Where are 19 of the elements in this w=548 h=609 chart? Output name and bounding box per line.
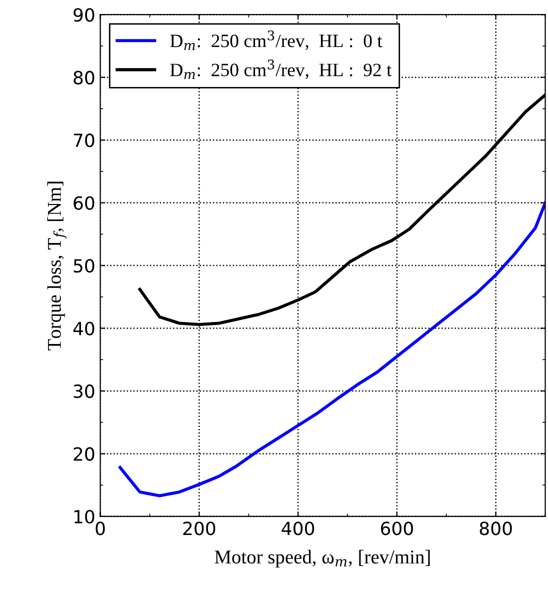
y-tick-label: 60 [74, 196, 94, 210]
y-tick-label: 10 [74, 510, 94, 524]
x-tick-label: 800 [480, 522, 512, 536]
x-tick-label: 400 [282, 522, 314, 536]
line-series [118, 201, 546, 498]
x-tick-label: 600 [380, 522, 413, 536]
y-tick-label: 30 [74, 384, 94, 398]
legend-label: D$_{m}$: 250 cm$^{3}$/rev, HL : 92 t [170, 60, 392, 80]
y-axis-title: Torque loss, T$_{f}$, [Nm] [47, 182, 67, 350]
x-tick-label: 0 [96, 522, 105, 536]
y-tick-label: 90 [74, 8, 94, 22]
y-tick-label: 20 [74, 447, 94, 461]
x-tick-label: 200 [183, 522, 216, 536]
x-axis-title: Motor speed, ω$_{m}$, [rev/min] [214, 550, 430, 568]
y-tick-label: 80 [74, 70, 94, 84]
y-tick-label: 70 [74, 134, 94, 148]
y-tick-label: 50 [74, 258, 94, 273]
y-tick-label: 40 [73, 322, 94, 336]
legend-label: D$_{m}$: 250 cm$^{3}$/rev, HL : 0 t [170, 30, 382, 50]
